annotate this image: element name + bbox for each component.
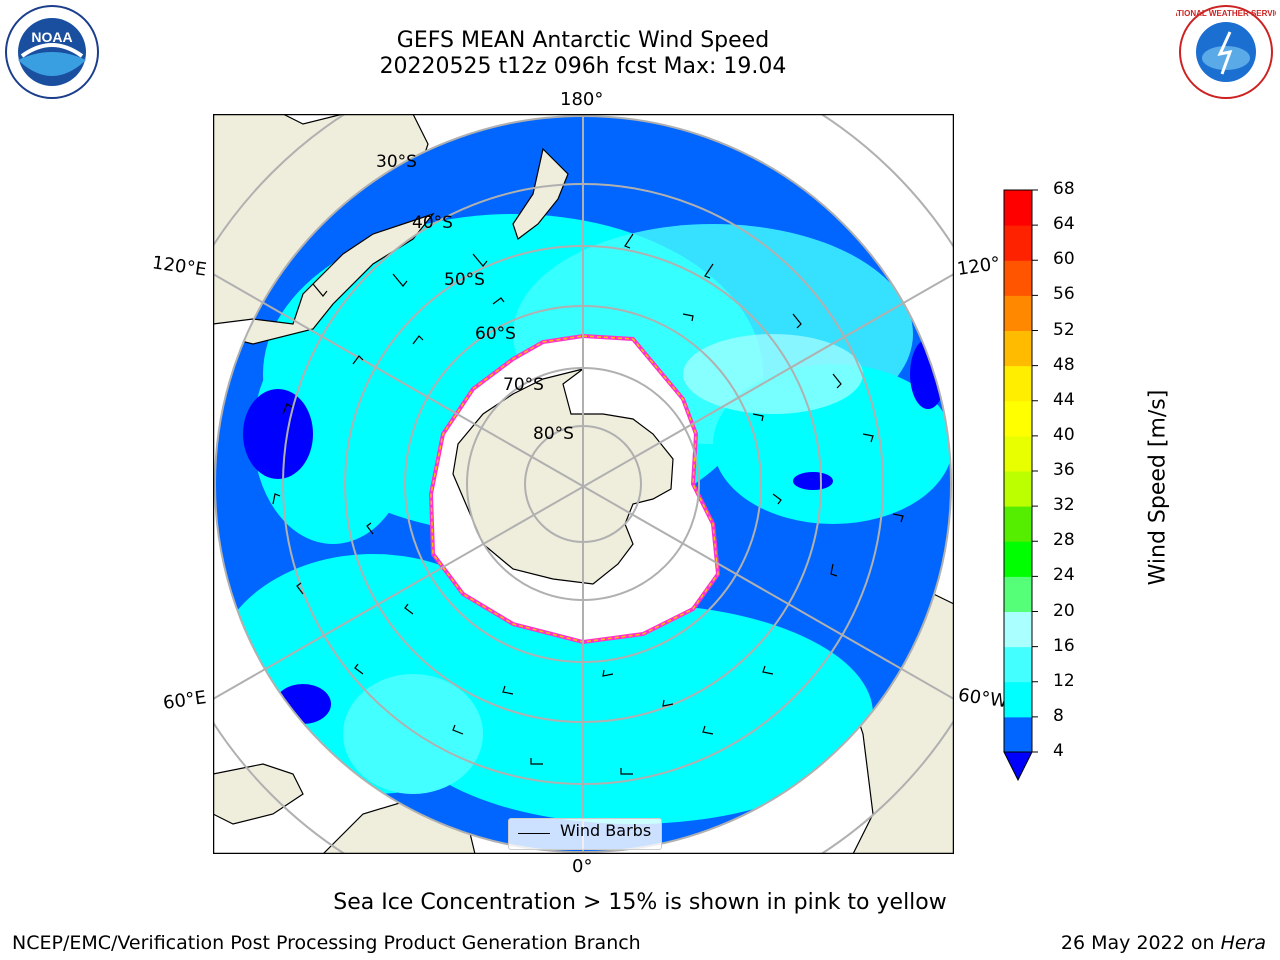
colorbar-segment bbox=[1004, 471, 1032, 507]
colorbar-tick-label: 36 bbox=[1053, 460, 1075, 480]
polar-map bbox=[213, 114, 954, 854]
footer-date: 26 May 2022 on Hera bbox=[1061, 932, 1266, 954]
colorbar-tick-label: 68 bbox=[1053, 179, 1075, 199]
chart-title: GEFS MEAN Antarctic Wind Speed bbox=[396, 28, 770, 53]
chart-subtitle: 20220525 t12z 096h fcst Max: 19.04 bbox=[379, 54, 787, 79]
colorbar-tick-label: 64 bbox=[1053, 214, 1075, 235]
colorbar-tick-label: 40 bbox=[1053, 424, 1075, 445]
noaa-logo: NOAA bbox=[5, 5, 99, 99]
colorbar-tick-label: 48 bbox=[1053, 354, 1075, 375]
colorbar-segment bbox=[1004, 611, 1032, 648]
lat-label-50s: 50°S bbox=[444, 270, 485, 290]
nws-logo: NATIONAL WEATHER SERVICE bbox=[1176, 5, 1276, 99]
lat-label-70s: 70°S bbox=[503, 375, 544, 395]
colorbar-segment bbox=[1004, 716, 1032, 753]
footer-host: Hera bbox=[1220, 932, 1266, 954]
colorbar-tick-label: 24 bbox=[1053, 565, 1075, 586]
colorbar-segment bbox=[1004, 435, 1032, 472]
colorbar-tick-label: 28 bbox=[1053, 530, 1075, 551]
map-legend bbox=[508, 818, 662, 850]
svg-text:NOAA: NOAA bbox=[31, 29, 72, 45]
legend-line bbox=[518, 833, 550, 834]
lat-label-40s: 40°S bbox=[412, 213, 453, 233]
colorbar-segment bbox=[1004, 190, 1032, 226]
nws-logo-text: NATIONAL WEATHER SERVICE bbox=[1176, 9, 1276, 18]
lon-label-right-upper: 120° bbox=[955, 253, 1002, 280]
africa-tip-land bbox=[213, 763, 304, 825]
new-zealand-land bbox=[512, 147, 569, 240]
graticule bbox=[213, 114, 954, 854]
colorbar-segment bbox=[1004, 576, 1032, 612]
colorbar-segment bbox=[1004, 646, 1032, 683]
colorbar-segment bbox=[1004, 365, 1032, 402]
colorbar-segment bbox=[1004, 541, 1032, 577]
footer-credit: NCEP/EMC/Verification Post Processing Pr… bbox=[12, 932, 641, 954]
colorbar-tick-label: 4 bbox=[1053, 741, 1064, 761]
colorbar-tick-label: 20 bbox=[1053, 600, 1075, 621]
colorbar-tick-label: 12 bbox=[1053, 670, 1075, 691]
lat-label-80s: 80°S bbox=[533, 424, 574, 444]
wind-barbs bbox=[272, 233, 904, 775]
lat-label-30s: 30°S bbox=[376, 152, 417, 172]
colorbar-extend-triangle bbox=[1003, 751, 1033, 782]
colorbar-segment bbox=[1004, 225, 1032, 261]
colorbar-segment bbox=[1004, 330, 1032, 367]
lat-label-60s: 60°S bbox=[475, 324, 516, 344]
colorbar-tick-label: 60 bbox=[1053, 249, 1075, 270]
colorbar-label: Wind Speed [m/s] bbox=[1145, 389, 1171, 586]
colorbar bbox=[1003, 189, 1038, 782]
colorbar-tick-label: 8 bbox=[1053, 705, 1064, 726]
lon-label-top: 180° bbox=[560, 89, 604, 110]
colorbar-segment bbox=[1004, 260, 1032, 296]
lon-label-left-lower: 60°E bbox=[161, 687, 208, 714]
footer-date-text: 26 May 2022 on bbox=[1060, 932, 1221, 954]
lon-label-left-upper: 120°E bbox=[150, 252, 208, 281]
colorbar-segment bbox=[1004, 506, 1032, 542]
caption: Sea Ice Concentration > 15% is shown in … bbox=[333, 890, 947, 915]
colorbar-segment bbox=[1004, 295, 1032, 331]
lon-label-bottom: 0° bbox=[572, 856, 593, 877]
colorbar-segment bbox=[1004, 681, 1032, 718]
colorbar-segment bbox=[1004, 400, 1032, 437]
colorbar-tick-label: 56 bbox=[1053, 284, 1075, 305]
colorbar-tick-label: 32 bbox=[1053, 495, 1075, 516]
legend-label: Wind Barbs bbox=[560, 821, 652, 840]
colorbar-tick-label: 16 bbox=[1053, 635, 1075, 656]
colorbar-tick-label: 52 bbox=[1053, 319, 1075, 340]
colorbar-tick-label: 44 bbox=[1053, 389, 1075, 410]
